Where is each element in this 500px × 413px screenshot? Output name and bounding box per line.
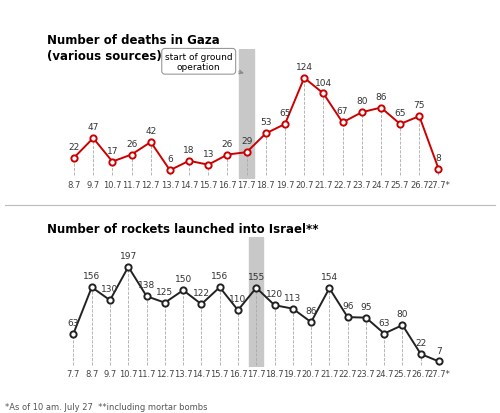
Text: 53: 53 [260,118,272,127]
Text: 7: 7 [436,346,442,355]
Text: *As of 10 am. July 27  **including mortar bombs: *As of 10 am. July 27 **including mortar… [5,402,207,411]
Text: 26: 26 [126,139,137,148]
Text: 42: 42 [145,127,156,136]
Text: 22: 22 [68,142,80,151]
Text: 63: 63 [68,318,79,327]
Text: Number of rockets launched into Israel**: Number of rockets launched into Israel** [47,222,318,235]
Text: start of ground
operation: start of ground operation [165,52,243,74]
Text: 86: 86 [306,306,317,316]
Text: 154: 154 [321,273,338,282]
Text: 156: 156 [83,272,100,280]
Text: 6: 6 [167,155,173,164]
Text: 67: 67 [337,107,348,116]
Text: 13: 13 [202,150,214,158]
Text: 80: 80 [396,309,408,318]
Text: 80: 80 [356,97,368,106]
Text: 47: 47 [88,123,99,132]
Text: 8: 8 [436,153,442,162]
Text: 120: 120 [266,290,283,299]
Bar [240,50,254,179]
Text: 138: 138 [138,280,155,290]
Text: 104: 104 [315,78,332,87]
Text: 95: 95 [360,302,372,311]
Text: 197: 197 [120,251,137,260]
Text: 26: 26 [222,139,233,148]
Text: 86: 86 [375,93,386,101]
Text: 125: 125 [156,287,174,296]
Text: 156: 156 [211,272,228,280]
Text: 110: 110 [230,294,246,304]
Text: 65: 65 [280,109,291,118]
Text: 122: 122 [193,289,210,297]
Text: 22: 22 [415,338,426,347]
Text: Number of deaths in Gaza
(various sources):: Number of deaths in Gaza (various source… [47,34,220,63]
Text: 96: 96 [342,301,353,311]
Text: 150: 150 [174,275,192,284]
Text: 65: 65 [394,109,406,118]
Text: 124: 124 [296,63,312,72]
Text: 155: 155 [248,272,265,281]
Text: 29: 29 [241,137,252,146]
Text: 113: 113 [284,293,302,302]
Text: 63: 63 [378,318,390,327]
Text: 17: 17 [106,146,118,155]
Text: 130: 130 [102,285,118,294]
Text: 18: 18 [184,145,195,154]
Bar [250,238,263,368]
Text: 75: 75 [414,101,425,110]
